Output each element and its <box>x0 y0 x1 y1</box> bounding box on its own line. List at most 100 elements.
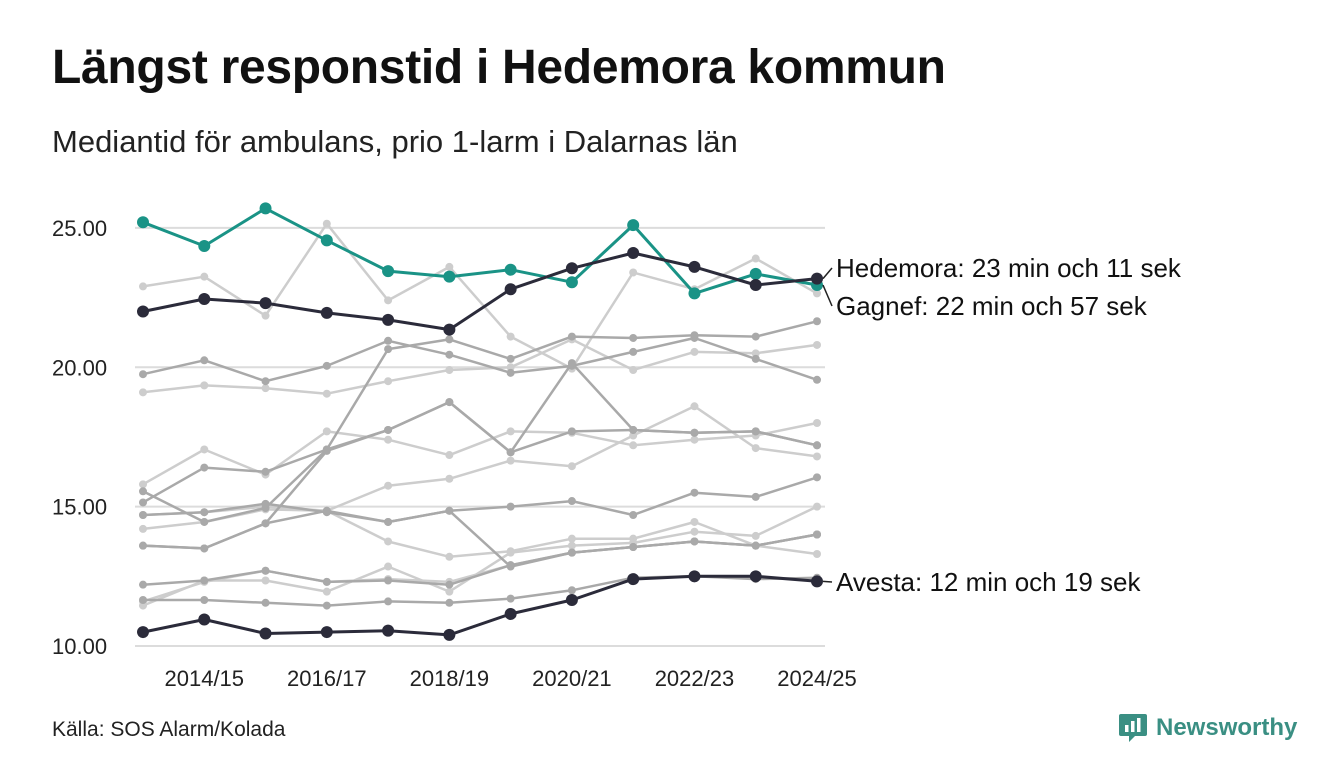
data-point-kommun-b <box>445 350 454 359</box>
data-point-kommun-i <box>813 441 821 450</box>
series-line-kommun-l <box>142 505 818 607</box>
data-point-kommun-b <box>322 361 331 370</box>
data-point-kommun-l <box>261 576 270 585</box>
series-line-kommun-i <box>142 400 818 550</box>
data-point-kommun-b <box>139 370 147 379</box>
data-point-avesta <box>504 607 517 620</box>
data-point-kommun-k <box>261 519 270 528</box>
data-point-kommun-h <box>813 473 821 482</box>
data-point-kommun-e <box>384 345 393 354</box>
y-tick-label: 15.00 <box>52 495 107 520</box>
series-line-gagnef <box>142 206 818 295</box>
chart-title: Längst responstid i Hedemora kommun <box>52 41 946 94</box>
data-point-kommun-b <box>506 368 515 377</box>
data-point-kommun-h <box>629 510 638 519</box>
data-point-hedemora <box>565 262 578 275</box>
x-tick-label: 2014/15 <box>165 666 245 691</box>
brand-name: Newsworthy <box>1156 714 1298 741</box>
source-note: Källa: SOS Alarm/Kolada <box>52 718 286 741</box>
data-point-avesta <box>259 627 272 640</box>
data-point-kommun-k <box>322 506 331 515</box>
data-point-kommun-a <box>445 262 454 271</box>
data-point-kommun-g <box>567 462 576 471</box>
newsworthy-logo-icon <box>1119 714 1147 742</box>
data-point-kommun-m <box>261 566 270 575</box>
data-point-kommun-c <box>139 388 147 397</box>
data-point-kommun-d <box>139 498 147 507</box>
data-point-kommun-m <box>139 580 147 589</box>
data-point-kommun-c <box>322 389 331 398</box>
data-point-kommun-l <box>567 541 576 550</box>
data-point-kommun-j <box>813 550 821 559</box>
series-line-kommun-h <box>142 476 818 524</box>
data-point-kommun-d <box>261 467 270 476</box>
data-point-kommun-b <box>751 354 760 363</box>
data-point-kommun-a <box>139 282 147 291</box>
data-point-kommun-g <box>690 402 699 411</box>
data-point-kommun-j <box>384 537 393 546</box>
data-point-kommun-m <box>813 530 821 539</box>
data-point-kommun-f <box>445 451 454 460</box>
data-point-kommun-h <box>506 502 515 511</box>
data-point-kommun-k <box>384 517 393 526</box>
data-point-kommun-f <box>139 480 147 489</box>
data-point-gagnef <box>320 234 333 247</box>
data-point-gagnef <box>627 219 640 232</box>
data-point-kommun-f <box>629 441 638 450</box>
data-point-kommun-m <box>200 576 209 585</box>
data-point-gagnef <box>565 276 578 289</box>
series-line-hedemora <box>142 251 818 332</box>
data-point-kommun-e <box>567 332 576 341</box>
data-point-kommun-m <box>690 537 699 546</box>
data-point-kommun-i <box>567 427 576 436</box>
data-point-gagnef <box>749 267 762 280</box>
data-point-avesta <box>565 594 578 607</box>
data-point-kommun-g <box>139 524 147 533</box>
data-point-kommun-l <box>751 531 760 540</box>
x-tick-label: 2018/19 <box>410 666 490 691</box>
data-point-avesta <box>627 573 640 586</box>
data-point-kommun-b <box>629 347 638 356</box>
data-point-kommun-e <box>751 332 760 341</box>
data-point-kommun-a <box>813 289 821 298</box>
x-tick-label: 2024/25 <box>777 666 857 691</box>
data-point-kommun-a <box>200 272 209 281</box>
data-point-kommun-c <box>751 349 760 358</box>
data-point-avesta <box>443 628 456 641</box>
data-point-hedemora <box>627 246 640 259</box>
data-point-kommun-a <box>322 219 331 228</box>
series-line-avesta <box>142 574 818 637</box>
data-point-avesta <box>749 570 762 583</box>
data-point-kommun-c <box>813 340 821 349</box>
data-point-kommun-f <box>322 427 331 436</box>
data-point-kommun-f <box>813 419 821 427</box>
data-point-kommun-c <box>445 366 454 375</box>
data-point-kommun-j <box>445 552 454 561</box>
data-point-avesta <box>137 626 149 639</box>
data-point-kommun-m <box>322 577 331 586</box>
y-tick-label: 25.00 <box>52 216 107 241</box>
series-line-kommun-a <box>142 222 818 370</box>
data-point-kommun-m <box>751 541 760 550</box>
data-point-kommun-i <box>629 425 638 434</box>
data-point-hedemora <box>811 272 823 285</box>
data-point-kommun-n <box>200 596 209 605</box>
data-point-kommun-g <box>629 431 638 440</box>
data-point-kommun-a <box>261 311 270 320</box>
data-point-kommun-e <box>629 333 638 342</box>
annotation-label: Gagnef: 22 min och 57 sek <box>836 291 1148 321</box>
data-point-kommun-n <box>322 601 331 610</box>
data-point-kommun-i <box>751 427 760 436</box>
annotation-leader-line <box>822 267 833 280</box>
data-point-kommun-j <box>690 517 699 526</box>
data-point-hedemora <box>320 306 333 319</box>
data-point-hedemora <box>259 297 272 310</box>
data-point-kommun-h <box>690 488 699 497</box>
data-point-kommun-f <box>506 427 515 436</box>
data-point-gagnef <box>198 239 211 252</box>
data-point-kommun-n <box>261 598 270 607</box>
x-tick-label: 2016/17 <box>287 666 367 691</box>
data-point-kommun-l <box>384 562 393 571</box>
data-point-kommun-g <box>506 456 515 465</box>
